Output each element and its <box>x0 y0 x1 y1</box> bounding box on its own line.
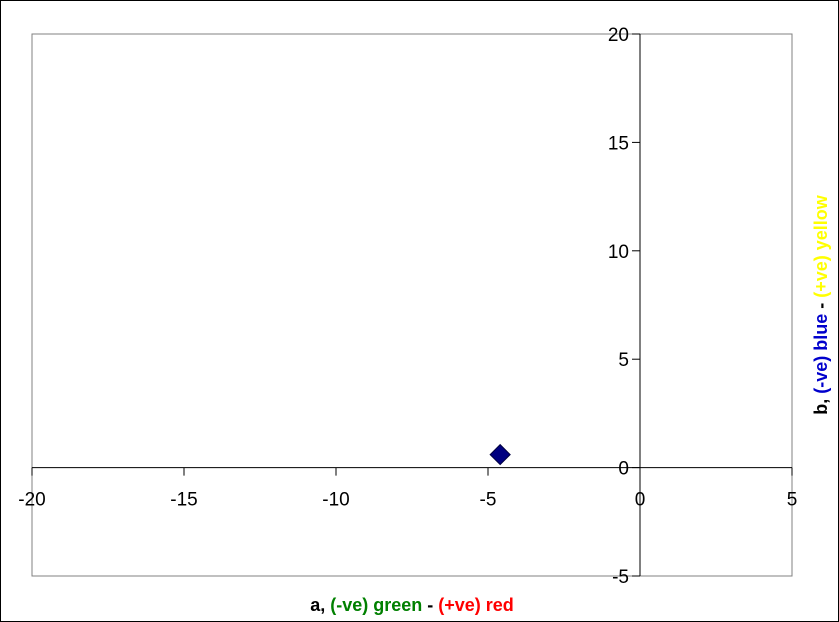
x-tick-label: 0 <box>635 490 646 511</box>
y-axis-title: b, (-ve) blue - (+ve) yellow <box>811 194 831 415</box>
y-tick-label: 0 <box>618 459 629 480</box>
y-tick-label: 15 <box>608 133 629 154</box>
plot-area <box>31 33 793 577</box>
y-tick-label: 20 <box>608 25 629 46</box>
x-tick-label: -10 <box>322 490 349 511</box>
axis-title-part: a, <box>310 595 330 615</box>
x-tick-label: -20 <box>18 490 45 511</box>
x-tick-label: -15 <box>170 490 197 511</box>
y-tick-label: -5 <box>612 567 629 588</box>
axis-title-part: - <box>422 595 438 615</box>
x-axis-title: a, (-ve) green - (+ve) red <box>310 595 514 615</box>
axis-title-part: (-ve) green <box>330 595 422 615</box>
data-point-diamond <box>489 443 511 466</box>
y-axis-ticks: -5 0 5 10 15 20 <box>608 25 640 588</box>
axis-title-part: b, <box>811 394 831 415</box>
axis-title-part: (+ve) red <box>438 595 514 615</box>
axis-title-part: (-ve) blue <box>811 314 831 394</box>
x-tick-label: -5 <box>480 490 497 511</box>
x-axis-ticks: -20 -15 -10 -5 0 5 <box>18 467 798 511</box>
y-tick-label: 10 <box>608 242 629 263</box>
axis-title-part: (+ve) yellow <box>811 194 831 298</box>
axes <box>32 34 792 576</box>
data-points <box>489 443 511 466</box>
axis-title-part: - <box>811 298 831 314</box>
y-tick-label: 5 <box>618 350 629 371</box>
x-tick-label: 5 <box>787 490 798 511</box>
